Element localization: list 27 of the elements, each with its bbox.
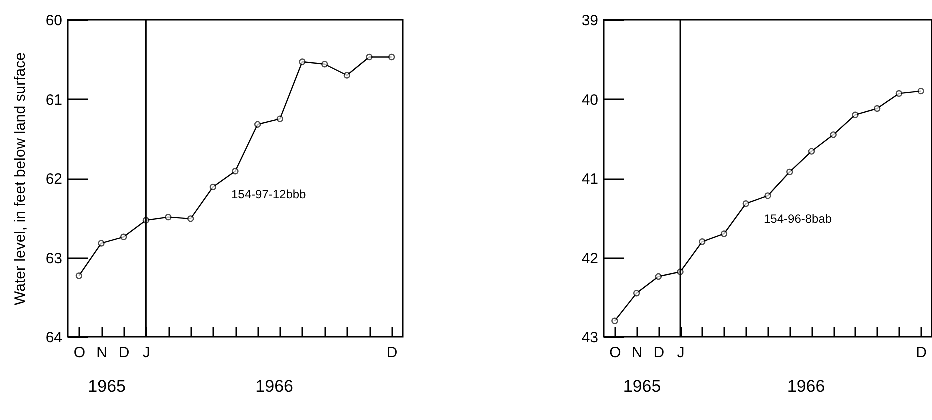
y-axis-title: Water level, in feet below land surface [12, 52, 29, 306]
text: 1965 [88, 377, 126, 396]
y-tick-label: 61 [46, 92, 62, 109]
x-tick-label: D [916, 344, 928, 362]
x-tick-label: N [632, 344, 643, 362]
y-tick-label: 63 [46, 250, 62, 268]
x-tick-label: J [142, 344, 150, 362]
x-tick-label: D [654, 344, 665, 362]
series-label: 154-96-8bab [764, 212, 832, 226]
text: 1966 [787, 377, 826, 396]
y-tick-label: 62 [46, 171, 62, 188]
y-tick-label: 41 [582, 171, 598, 188]
y-tick-label: 40 [582, 92, 598, 109]
x-tick-label: D [386, 344, 398, 362]
y-tick-label: 60 [46, 12, 62, 30]
x-tick-label: N [96, 344, 108, 362]
text: 1966 [256, 377, 294, 396]
y-tick-label: 64 [46, 330, 62, 346]
x-tick-label: D [118, 344, 130, 362]
x-tick-label: O [74, 344, 86, 362]
text: 1965 [623, 377, 662, 396]
y-tick-label: 42 [582, 250, 598, 268]
y-tick-label: 39 [582, 12, 598, 30]
x-tick-label: J [677, 344, 685, 362]
x-tick-label: O [610, 344, 622, 362]
y-tick-label: 43 [582, 330, 598, 346]
series-label: 154-97-12bbb [232, 187, 307, 202]
